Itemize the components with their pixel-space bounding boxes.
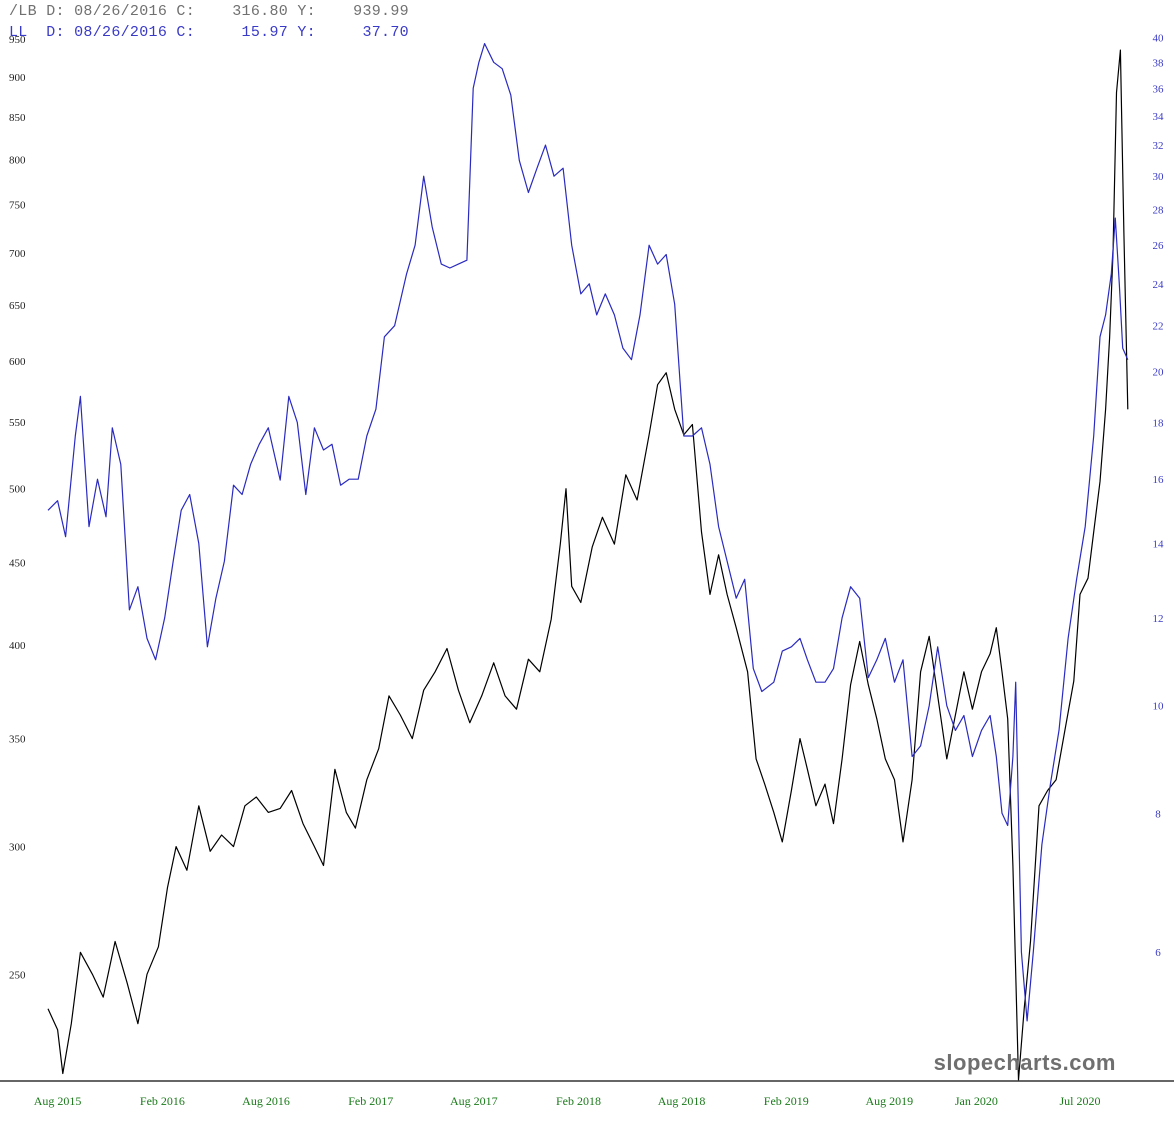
- left-tick-label: 900: [9, 72, 26, 84]
- right-tick-label: 6: [1155, 947, 1161, 959]
- readout-secondary: LL D: 08/26/2016 C: 15.97 Y: 37.70: [9, 24, 409, 41]
- left-tick-label: 700: [9, 248, 26, 260]
- left-tick-label: 250: [9, 969, 26, 981]
- left-tick-label: 550: [9, 417, 26, 429]
- right-tick-label: 40: [1153, 33, 1165, 45]
- left-tick-label: 850: [9, 112, 26, 124]
- watermark: slopecharts.com: [933, 1050, 1116, 1075]
- left-tick-label: 400: [9, 640, 26, 652]
- right-tick-label: 26: [1153, 240, 1165, 252]
- left-tick-label: 350: [9, 734, 26, 746]
- left-tick-label: 800: [9, 154, 26, 166]
- right-tick-label: 18: [1153, 417, 1165, 429]
- right-axis: 6 8 10 12 14 16 18 20 22 24 26 28 30 32 34 36 38 40: [1153, 33, 1165, 959]
- right-tick-label: 30: [1153, 171, 1165, 183]
- series-line-primary: [47, 49, 1129, 1081]
- series-layer: [47, 42, 1129, 1081]
- left-tick-label: 450: [9, 558, 26, 570]
- right-tick-label: 8: [1155, 808, 1161, 820]
- left-tick-label: 300: [9, 842, 26, 854]
- left-tick-label: 600: [9, 356, 26, 368]
- x-tick-label: Aug 2018: [658, 1094, 706, 1108]
- x-tick-label: Jul 2020: [1059, 1094, 1100, 1108]
- x-tick-label: Feb 2019: [764, 1094, 809, 1108]
- right-tick-label: 34: [1153, 111, 1165, 123]
- readout-primary: /LB D: 08/26/2016 C: 316.80 Y: 939.99: [9, 3, 409, 20]
- right-tick-label: 12: [1153, 613, 1164, 625]
- left-tick-label: 950: [9, 34, 26, 46]
- x-tick-label: Aug 2015: [34, 1094, 82, 1108]
- right-tick-label: 36: [1153, 83, 1165, 95]
- right-tick-label: 16: [1153, 474, 1165, 486]
- x-tick-label: Feb 2018: [556, 1094, 601, 1108]
- right-tick-label: 10: [1153, 701, 1165, 713]
- x-tick-label: Aug 2016: [242, 1094, 290, 1108]
- right-tick-label: 38: [1153, 57, 1165, 69]
- left-axis: 250 300 350 400 450 500 550 600 650 700 750 800 850 9…: [9, 34, 26, 981]
- x-axis: Aug 2015 Feb 2016 Aug 2016 Feb 2017 Aug 2017…: [34, 1094, 1101, 1108]
- right-tick-label: 32: [1153, 140, 1164, 152]
- x-tick-label: Feb 2016: [140, 1094, 185, 1108]
- series-line-secondary: [47, 42, 1129, 1022]
- right-tick-label: 24: [1153, 279, 1165, 291]
- left-tick-label: 650: [9, 300, 26, 312]
- right-tick-label: 14: [1153, 539, 1165, 551]
- right-tick-label: 20: [1153, 367, 1165, 379]
- right-tick-label: 22: [1153, 321, 1164, 333]
- x-tick-label: Jan 2020: [955, 1094, 998, 1108]
- left-tick-label: 750: [9, 200, 26, 212]
- x-tick-label: Aug 2017: [450, 1094, 498, 1108]
- x-tick-label: Feb 2017: [348, 1094, 393, 1108]
- right-tick-label: 28: [1153, 205, 1165, 217]
- x-tick-label: Aug 2019: [865, 1094, 913, 1108]
- left-tick-label: 500: [9, 484, 26, 496]
